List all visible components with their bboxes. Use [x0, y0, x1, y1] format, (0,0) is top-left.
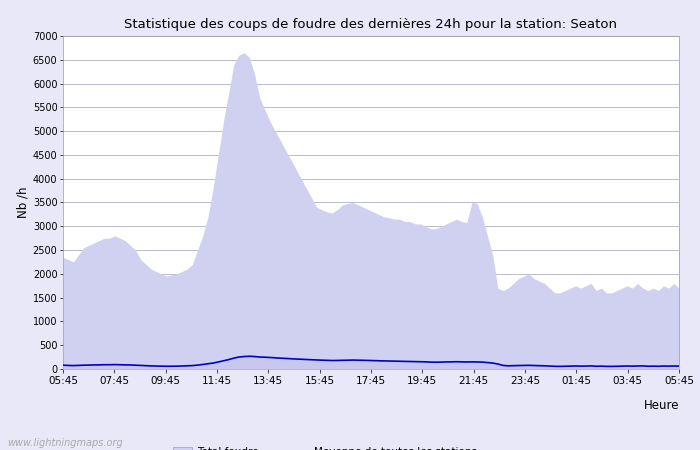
Text: Heure: Heure — [643, 399, 679, 412]
Line: Moyenne de toutes les stations: Moyenne de toutes les stations — [63, 356, 679, 366]
Moyenne de toutes les stations — [188, 363, 197, 368]
Moyenne de toutes les stations — [664, 364, 673, 369]
Y-axis label: Nb /h: Nb /h — [17, 187, 30, 218]
Text: www.lightningmaps.org: www.lightningmaps.org — [7, 438, 122, 448]
Title: Statistique des coups de foudre des dernières 24h pour la station: Seaton: Statistique des coups de foudre des dern… — [125, 18, 617, 31]
Moyenne de toutes les stations — [489, 360, 497, 366]
Moyenne de toutes les stations — [59, 363, 67, 368]
Moyenne de toutes les stations — [245, 354, 253, 359]
Moyenne de toutes les stations — [556, 364, 564, 369]
Moyenne de toutes les stations — [551, 364, 559, 369]
Moyenne de toutes les stations — [225, 357, 233, 362]
Moyenne de toutes les stations — [675, 364, 683, 369]
Moyenne de toutes les stations — [405, 359, 414, 364]
